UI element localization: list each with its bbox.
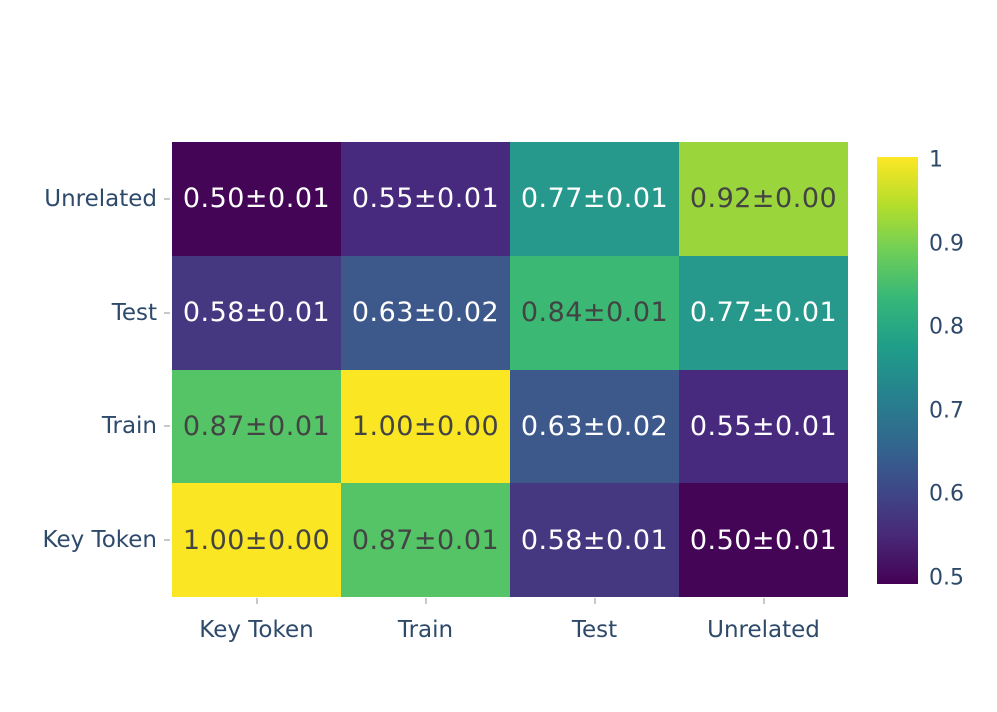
y-tick-label-test: Test: [111, 299, 157, 326]
x-tick-mark: [255, 598, 258, 604]
colorbar-tick-label-0_8: 0.8: [929, 314, 964, 340]
heatmap-cell-key-token-test: 0.58±0.01: [510, 483, 679, 597]
heatmap-cell-unrelated-test: 0.77±0.01: [510, 142, 679, 256]
x-tick-mark: [593, 598, 596, 604]
heatmap-cell-train-unrelated: 0.55±0.01: [679, 369, 848, 484]
heatmap-grid: 0.50±0.01 0.55±0.01 0.77±0.01 0.92±0.00 0.58…: [172, 142, 848, 597]
heatmap-cell-test-train: 0.63±0.02: [341, 255, 510, 370]
colorbar-tick-label-1: 1: [929, 147, 943, 173]
colorbar-tick-label-0_5: 0.5: [929, 565, 964, 591]
x-tick-mark: [424, 598, 427, 604]
heatmap-cell-test-unrelated: 0.77±0.01: [679, 255, 848, 370]
y-tick-mark: [164, 197, 170, 200]
y-tick-mark: [164, 311, 170, 314]
heatmap-cell-unrelated-unrelated: 0.92±0.00: [679, 142, 848, 256]
y-tick-mark: [164, 539, 170, 542]
colorbar-tick-label-0_9: 0.9: [929, 231, 964, 257]
heatmap-cell-unrelated-key-token: 0.50±0.01: [172, 142, 341, 256]
y-tick-mark: [164, 425, 170, 428]
heatmap-cell-key-token-key-token: 1.00±0.00: [172, 483, 341, 597]
x-tick-label-key-token: Key Token: [199, 617, 314, 643]
heatmap-cell-train-test: 0.63±0.02: [510, 369, 679, 484]
y-tick-label-key-token: Key Token: [42, 527, 157, 554]
heatmap-cell-unrelated-train: 0.55±0.01: [341, 142, 510, 256]
y-tick-label-train: Train: [101, 413, 157, 440]
heatmap-cell-key-token-train: 0.87±0.01: [341, 483, 510, 597]
colorbar: [877, 157, 918, 584]
heatmap-cell-test-test: 0.84±0.01: [510, 255, 679, 370]
heatmap-cell-train-key-token: 0.87±0.01: [172, 369, 341, 484]
heatmap-cell-train-train: 1.00±0.00: [341, 369, 510, 484]
colorbar-tick-label-0_7: 0.7: [929, 398, 964, 424]
x-tick-label-test: Test: [571, 617, 618, 643]
heatmap-cell-test-key-token: 0.58±0.01: [172, 255, 341, 370]
x-tick-mark: [762, 598, 765, 604]
y-tick-label-unrelated: Unrelated: [44, 185, 157, 212]
heatmap-cell-key-token-unrelated: 0.50±0.01: [679, 483, 848, 597]
x-tick-label-train: Train: [397, 617, 454, 643]
colorbar-tick-label-0_6: 0.6: [929, 481, 964, 507]
x-tick-label-unrelated: Unrelated: [707, 617, 820, 643]
